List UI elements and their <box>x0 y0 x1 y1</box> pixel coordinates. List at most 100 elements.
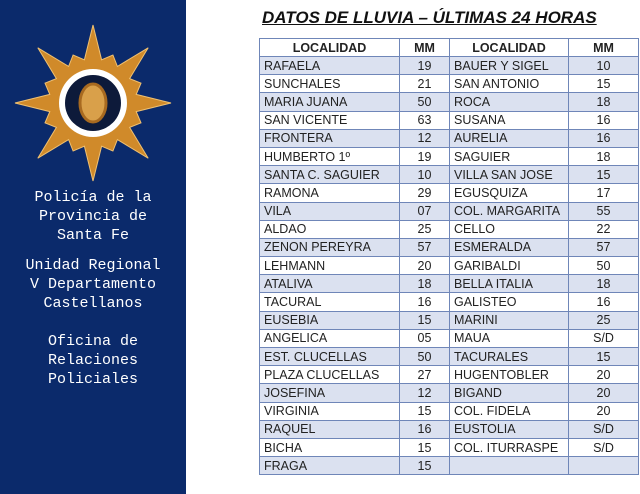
mm-cell: 20 <box>399 256 450 276</box>
localidad-cell: RAQUEL <box>259 419 400 439</box>
mm-cell: 57 <box>399 237 450 258</box>
localidad-cell: COL. MARGARITA <box>449 201 569 221</box>
mm-cell: 16 <box>568 292 639 312</box>
localidad-cell: EST. CLUCELLAS <box>259 346 400 367</box>
localidad-cell: SAN ANTONIO <box>449 74 569 94</box>
table-row: ATALIVA 18 BELLA ITALIA 18 <box>259 274 639 294</box>
table-row: HUMBERTO 1º 19 SAGUIER 18 <box>259 146 639 167</box>
localidad-cell: SUSANA <box>449 110 569 130</box>
localidad-cell: PLAZA CLUCELLAS <box>259 365 400 385</box>
mm-cell: 63 <box>399 110 450 130</box>
mm-cell: 05 <box>399 328 450 349</box>
mm-cell <box>568 456 639 476</box>
localidad-cell: EUSEBIA <box>259 310 400 330</box>
localidad-cell: VIRGINIA <box>259 401 400 421</box>
mm-cell: 57 <box>568 237 639 258</box>
mm-cell: S/D <box>568 328 639 349</box>
table-header-row: LOCALIDAD MM LOCALIDAD MM <box>259 38 639 57</box>
sidebar-line: Provincia de <box>38 208 148 225</box>
localidad-cell: COL. ITURRASPE <box>449 437 569 458</box>
mm-cell: 17 <box>568 183 639 203</box>
mm-cell: 25 <box>399 219 450 239</box>
mm-cell: 19 <box>399 146 450 167</box>
mm-cell: 50 <box>399 92 450 112</box>
mm-cell: 15 <box>568 346 639 367</box>
mm-cell: 10 <box>399 165 450 185</box>
rain-table: LOCALIDAD MM LOCALIDAD MM RAFAELA 19 BAUER… <box>259 38 639 476</box>
mm-cell: 16 <box>399 419 450 439</box>
sidebar-line: Policía de la <box>34 189 152 206</box>
table-row: FRAGA 15 <box>259 456 639 476</box>
localidad-cell: LEHMANN <box>259 256 400 276</box>
mm-cell: 29 <box>399 183 450 203</box>
mm-cell: 25 <box>568 310 639 330</box>
localidad-cell: COL. FIDELA <box>449 401 569 421</box>
table-row: SANTA C. SAGUIER 10 VILLA SAN JOSE 15 <box>259 165 639 185</box>
table-row: ZENON PEREYRA 57 ESMERALDA 57 <box>259 237 639 258</box>
localidad-cell: RAMONA <box>259 183 400 203</box>
localidad-cell: FRAGA <box>259 456 400 476</box>
localidad-cell: TACURALES <box>449 346 569 367</box>
localidad-cell: TACURAL <box>259 292 400 312</box>
mm-cell: 12 <box>399 383 450 403</box>
localidad-cell <box>449 456 569 476</box>
localidad-cell: EUSTOLIA <box>449 419 569 439</box>
localidad-cell: HUGENTOBLER <box>449 365 569 385</box>
table-row: SAN VICENTE 63 SUSANA 16 <box>259 110 639 130</box>
localidad-cell: SANTA C. SAGUIER <box>259 165 400 185</box>
table-row: EUSEBIA 15 MARINI 25 <box>259 310 639 330</box>
col-header: MM <box>568 38 639 57</box>
localidad-cell: BELLA ITALIA <box>449 274 569 294</box>
mm-cell: 15 <box>568 74 639 94</box>
sidebar-line: Unidad Regional <box>25 257 161 274</box>
localidad-cell: EGUSQUIZA <box>449 183 569 203</box>
localidad-cell: MAUA <box>449 328 569 349</box>
col-header: LOCALIDAD <box>259 38 400 57</box>
table-row: ALDAO 25 CELLO 22 <box>259 219 639 239</box>
table-row: VIRGINIA 15 COL. FIDELA 20 <box>259 401 639 421</box>
localidad-cell: GARIBALDI <box>449 256 569 276</box>
localidad-cell: AURELIA <box>449 128 569 148</box>
mm-cell: 07 <box>399 201 450 221</box>
mm-cell: 15 <box>399 456 450 476</box>
mm-cell: 21 <box>399 74 450 94</box>
localidad-cell: BICHA <box>259 437 400 458</box>
table-row: SUNCHALES 21 SAN ANTONIO 15 <box>259 74 639 94</box>
mm-cell: 12 <box>399 128 450 148</box>
sidebar-line: Relaciones <box>47 352 138 369</box>
table-row: EST. CLUCELLAS 50 TACURALES 15 <box>259 346 639 367</box>
localidad-cell: VILA <box>259 201 400 221</box>
sidebar-line: Santa Fe <box>56 227 129 244</box>
table-row: LEHMANN 20 GARIBALDI 50 <box>259 256 639 276</box>
mm-cell: 16 <box>399 292 450 312</box>
mm-cell: 27 <box>399 365 450 385</box>
localidad-cell: ROCA <box>449 92 569 112</box>
localidad-cell: GALISTEO <box>449 292 569 312</box>
localidad-cell: VILLA SAN JOSE <box>449 165 569 185</box>
mm-cell: 15 <box>399 437 450 458</box>
localidad-cell: ZENON PEREYRA <box>259 237 400 258</box>
localidad-cell: HUMBERTO 1º <box>259 146 400 167</box>
localidad-cell: MARIA JUANA <box>259 92 400 112</box>
mm-cell: 50 <box>568 256 639 276</box>
localidad-cell: ANGELICA <box>259 328 400 349</box>
table-row: TACURAL 16 GALISTEO 16 <box>259 292 639 312</box>
mm-cell: 18 <box>399 274 450 294</box>
localidad-cell: SUNCHALES <box>259 74 400 94</box>
mm-cell: 20 <box>568 401 639 421</box>
localidad-cell: BAUER Y SIGEL <box>449 55 569 76</box>
sidebar-line: V Departamento <box>29 276 157 293</box>
localidad-cell: ATALIVA <box>259 274 400 294</box>
localidad-cell: MARINI <box>449 310 569 330</box>
mm-cell: 16 <box>568 110 639 130</box>
mm-cell: 18 <box>568 146 639 167</box>
mm-cell: 20 <box>568 365 639 385</box>
mm-cell: 15 <box>399 401 450 421</box>
col-header: LOCALIDAD <box>449 38 569 57</box>
mm-cell: 10 <box>568 55 639 76</box>
localidad-cell: FRONTERA <box>259 128 400 148</box>
table-row: MARIA JUANA 50 ROCA 18 <box>259 92 639 112</box>
localidad-cell: RAFAELA <box>259 55 400 76</box>
table-row: JOSEFINA 12 BIGAND 20 <box>259 383 639 403</box>
mm-cell: 18 <box>568 274 639 294</box>
